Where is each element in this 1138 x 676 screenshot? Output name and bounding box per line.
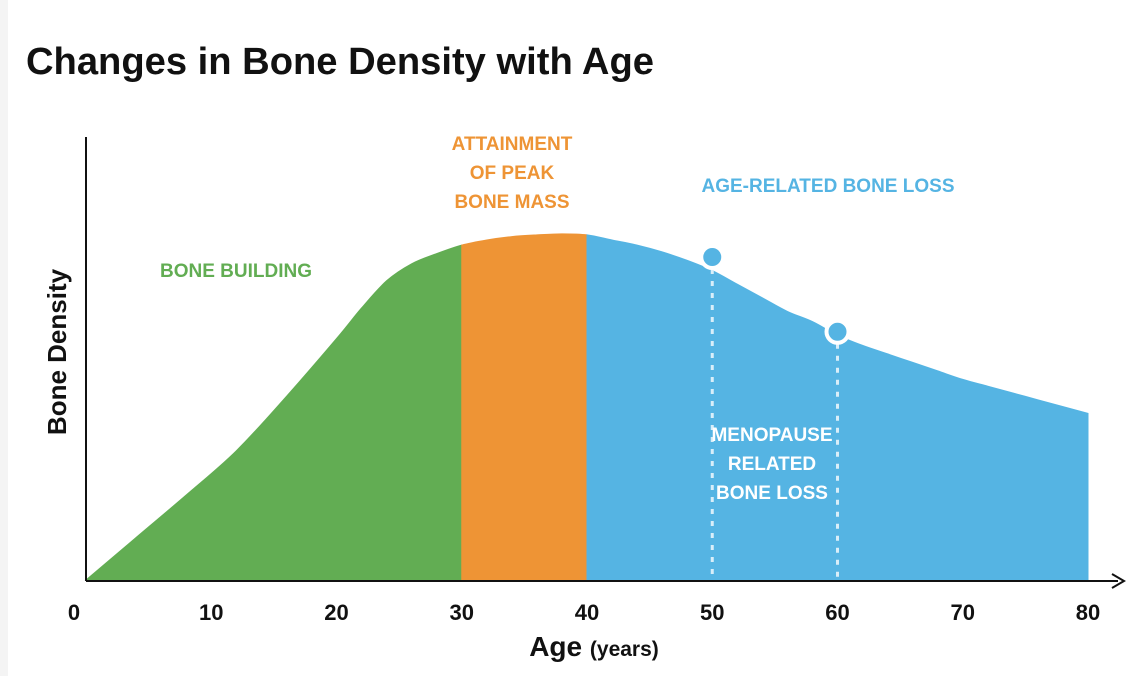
marker-point-1 — [824, 318, 851, 345]
x-axis-label: Age (years) — [529, 631, 659, 662]
region-area-1 — [461, 233, 588, 581]
marker-point-0 — [699, 244, 726, 270]
x-tick-label-20: 20 — [324, 600, 348, 625]
peak-mass-label-line-2: BONE MASS — [454, 192, 569, 213]
chart-page: 0 10 20 30 40 50 60 70 80 Changes in Bone Density… — [8, 0, 1138, 676]
age-related-loss-label-line-0: AGE-RELATED BONE LOSS — [702, 176, 955, 197]
bone-density-chart: 0 10 20 30 40 50 60 70 80 Changes in Bone Density… — [26, 41, 1126, 662]
x-tick-label-80: 80 — [1076, 600, 1100, 625]
menopause-loss-label-line-1: RELATED — [728, 454, 816, 475]
x-tick-label-0: 0 — [68, 600, 80, 625]
x-axis-label-main: Age — [529, 631, 590, 662]
bone-building-label-line-0: BONE BUILDING — [160, 261, 312, 282]
x-tick-label-60: 60 — [825, 600, 849, 625]
menopause-loss-label-line-0: MENOPAUSE — [711, 425, 832, 446]
x-tick-label-10: 10 — [199, 600, 223, 625]
x-axis-arrow — [1111, 573, 1126, 589]
peak-mass-label-line-1: OF PEAK — [470, 163, 555, 184]
x-tick-label-40: 40 — [575, 600, 599, 625]
x-tick-label-50: 50 — [700, 600, 724, 625]
chart-title: Changes in Bone Density with Age — [26, 41, 654, 83]
menopause-loss-label-line-2: BONE LOSS — [716, 483, 828, 504]
x-axis-label-unit: (years) — [590, 638, 659, 661]
x-tick-label-70: 70 — [951, 600, 975, 625]
peak-mass-label-line-0: ATTAINMENT — [452, 134, 573, 155]
x-tick-label-30: 30 — [450, 600, 474, 625]
region-area-0 — [84, 244, 463, 581]
y-axis-label: Bone Density — [42, 268, 72, 435]
